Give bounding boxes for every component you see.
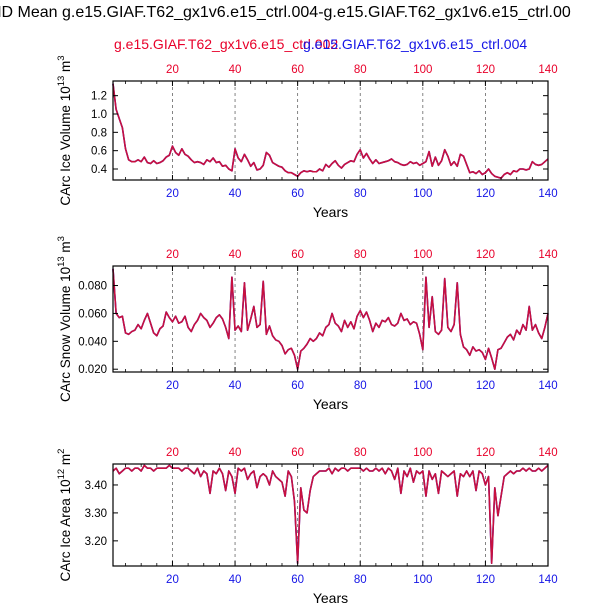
ice-area-xtick-label-bottom: 40 bbox=[229, 574, 242, 586]
ice-area-xtick-label-top: 120 bbox=[476, 447, 495, 459]
ice-volume-xtick-label-bottom: 20 bbox=[166, 188, 179, 200]
ice-area-xtick-label-bottom: 120 bbox=[476, 574, 495, 586]
snow-volume-xtick-label-bottom: 20 bbox=[166, 380, 179, 392]
ice-area-ylabel-part: CArc Ice Area 10 bbox=[58, 479, 73, 581]
ice-area-xtick-label-top: 40 bbox=[229, 447, 242, 459]
snow-volume-xtick-label-bottom: 80 bbox=[354, 380, 367, 392]
ice-volume-xtick-label-top: 60 bbox=[291, 64, 304, 76]
snow-volume-xtick-label-bottom: 140 bbox=[538, 380, 557, 392]
ice-volume-xtick-label-bottom: 120 bbox=[476, 188, 495, 200]
snow-volume-ylabel: CArc Snow Volume 1013 m3 bbox=[56, 236, 73, 402]
ice-area-series-line-0 bbox=[112, 464, 549, 565]
ice-area-xtick-label-top: 140 bbox=[538, 447, 557, 459]
snow-volume-xtick-label-top: 100 bbox=[413, 249, 432, 261]
ice-volume-xtick-label-bottom: 100 bbox=[413, 188, 432, 200]
ice-area-ytick-label: 3.40 bbox=[85, 480, 107, 492]
snow-volume-xtick-label-bottom: 120 bbox=[476, 380, 495, 392]
ice-area-xtick-label-bottom: 60 bbox=[291, 574, 304, 586]
ice-area-ylabel: CArc Ice Area 1012 m2 bbox=[56, 449, 73, 582]
figure-title: ND Mean g.e15.GIAF.T62_gx1v6.e15_ctrl.00… bbox=[0, 4, 571, 21]
ice-area-xtick-label-bottom: 80 bbox=[354, 574, 367, 586]
snow-volume-xtick-label-bottom: 40 bbox=[229, 380, 242, 392]
snow-volume-ylabel-part: m bbox=[58, 241, 73, 256]
snow-volume-ytick-label: 0.020 bbox=[78, 364, 107, 376]
ice-volume-ytick-label: 1.2 bbox=[91, 91, 107, 103]
ice-area-ylabel-part: m bbox=[58, 454, 73, 469]
ice-area-xtick-label-bottom: 20 bbox=[166, 574, 179, 586]
snow-volume-ytick-label: 0.040 bbox=[78, 336, 107, 348]
snow-volume-ytick-label: 0.080 bbox=[78, 281, 107, 293]
ice-area-series-line-1 bbox=[112, 464, 549, 565]
ice-volume-ytick-label: 0.8 bbox=[91, 127, 107, 139]
ice-area-xlabel: Years bbox=[313, 590, 348, 606]
snow-volume-ytick-label: 0.060 bbox=[78, 308, 107, 320]
snow-volume-ylabel-part: CArc Snow Volume 10 bbox=[58, 267, 73, 402]
ice-area-xtick-label-top: 60 bbox=[291, 447, 304, 459]
ice-volume-ylabel-part: m bbox=[58, 61, 73, 76]
ice-volume-xtick-label-top: 80 bbox=[354, 64, 367, 76]
ice-area-plot-frame bbox=[112, 463, 549, 567]
ice-volume-ylabel-part: 13 bbox=[56, 76, 67, 87]
snow-volume-ylabel-part: 13 bbox=[56, 256, 67, 267]
snow-volume-xtick-label-top: 40 bbox=[229, 249, 242, 261]
snow-volume-xtick-label-bottom: 60 bbox=[291, 380, 304, 392]
ice-volume-ylabel: CArc Ice Volume 1013 m3 bbox=[56, 55, 73, 205]
ice-area-xtick-label-top: 100 bbox=[413, 447, 432, 459]
snow-volume-xtick-label-top: 60 bbox=[291, 249, 304, 261]
snow-volume-xtick-label-top: 120 bbox=[476, 249, 495, 261]
ice-area-xtick-label-bottom: 140 bbox=[538, 574, 557, 586]
ice-volume-xtick-label-top: 120 bbox=[476, 64, 495, 76]
ice-volume-xtick-label-bottom: 60 bbox=[291, 188, 304, 200]
case-label-blue: g.e15.GIAF.T62_gx1v6.e15_ctrl.004 bbox=[303, 36, 528, 52]
snow-volume-series-line-1 bbox=[112, 268, 549, 371]
ice-volume-ylabel-part: 3 bbox=[56, 55, 67, 60]
ice-area-xtick-label-bottom: 100 bbox=[413, 574, 432, 586]
ice-volume-ytick-label: 0.4 bbox=[91, 164, 108, 176]
snow-volume-xtick-label-bottom: 100 bbox=[413, 380, 432, 392]
ice-volume-xtick-label-top: 40 bbox=[229, 64, 242, 76]
ice-area-xtick-label-top: 20 bbox=[166, 447, 179, 459]
ice-volume-xtick-label-top: 20 bbox=[166, 64, 179, 76]
snow-volume-xtick-label-top: 20 bbox=[166, 249, 179, 261]
ice-volume-series-line-1 bbox=[112, 83, 549, 179]
ice-area-ytick-label: 3.30 bbox=[85, 508, 107, 520]
ice-volume-series-line-0 bbox=[112, 83, 549, 179]
ice-volume-xtick-label-bottom: 40 bbox=[229, 188, 242, 200]
ice-volume-ytick-label: 0.6 bbox=[91, 146, 107, 158]
ice-volume-ylabel-part: CArc Ice Volume 10 bbox=[58, 86, 73, 205]
snow-volume-xtick-label-top: 140 bbox=[538, 249, 557, 261]
ice-volume-xtick-label-bottom: 140 bbox=[538, 188, 557, 200]
ice-volume-xtick-label-top: 140 bbox=[538, 64, 557, 76]
case-label-red: g.e15.GIAF.T62_gx1v6.e15_ctrl.002 bbox=[114, 36, 339, 52]
ice-volume-xtick-label-bottom: 80 bbox=[354, 188, 367, 200]
ice-volume-ytick-label: 1.0 bbox=[91, 109, 107, 121]
ice-area-xtick-label-top: 80 bbox=[354, 447, 367, 459]
ice-area-ytick-label: 3.20 bbox=[85, 536, 107, 548]
ice-volume-xlabel: Years bbox=[313, 204, 348, 220]
ice-area-ylabel-part: 2 bbox=[56, 449, 67, 454]
snow-volume-ylabel-part: 3 bbox=[56, 236, 67, 241]
ice-volume-xtick-label-top: 100 bbox=[413, 64, 432, 76]
ice-area-ylabel-part: 12 bbox=[56, 469, 67, 480]
snow-volume-xtick-label-top: 80 bbox=[354, 249, 367, 261]
ice-volume-plot-frame bbox=[112, 80, 549, 181]
snow-volume-plot-frame bbox=[112, 265, 549, 373]
snow-volume-xlabel: Years bbox=[313, 396, 348, 412]
